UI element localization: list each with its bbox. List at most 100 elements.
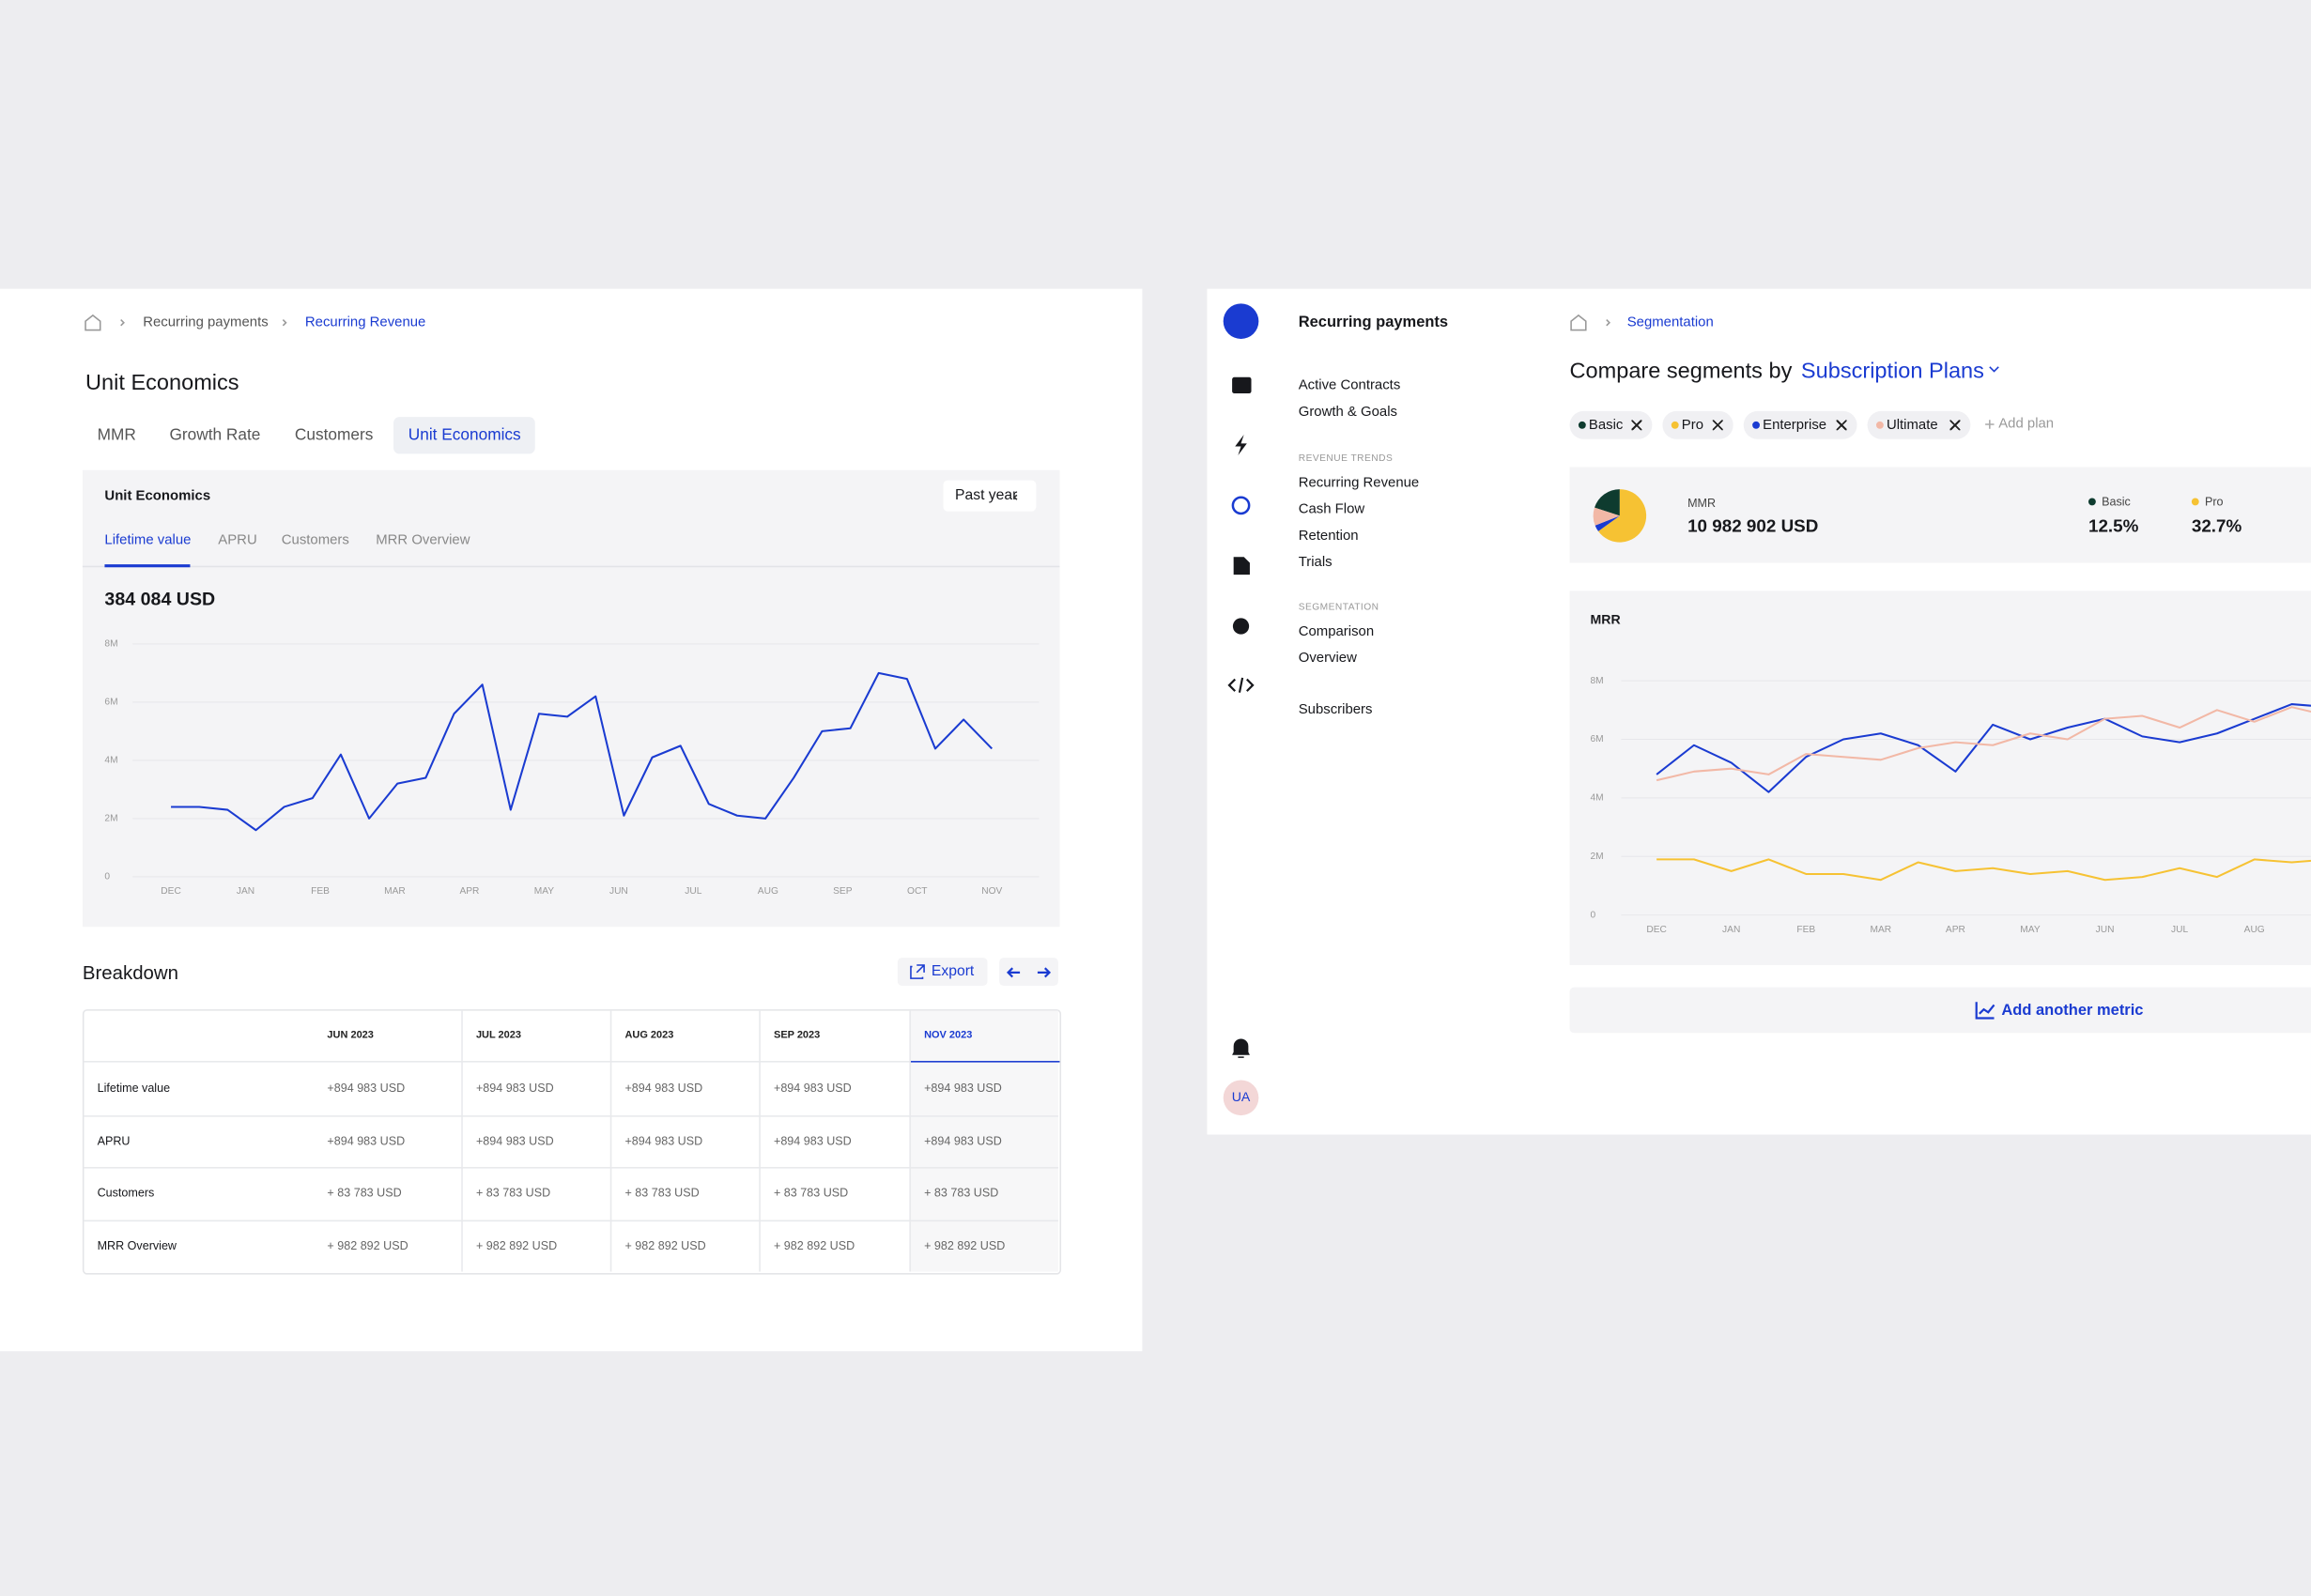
breakdown-title: Breakdown <box>82 961 178 984</box>
stat-value: 12.5% <box>2088 515 2139 537</box>
cell: +894 983 USD <box>327 1082 406 1096</box>
x-tick-label: AUG <box>2244 925 2265 935</box>
tab[interactable]: Customers <box>294 426 374 445</box>
prev-icon[interactable] <box>1006 967 1021 978</box>
cell: + 83 783 USD <box>924 1187 999 1201</box>
chart-card <box>82 469 1060 928</box>
export-label[interactable]: Export <box>931 963 975 980</box>
nav-item[interactable]: Trials <box>1298 554 1333 571</box>
x-tick-label: MAR <box>1871 925 1892 935</box>
selector-caret[interactable] <box>1989 366 1999 373</box>
x-tick-label: MAY <box>534 886 555 897</box>
nav-item[interactable]: Growth & Goals <box>1298 404 1397 421</box>
breadcrumb[interactable]: Recurring payments <box>143 314 269 330</box>
icons <box>85 314 1999 1020</box>
col-line <box>609 1010 612 1272</box>
revenue-icon[interactable] <box>1231 496 1251 515</box>
nav-section: REVENUE TRENDS <box>1298 453 1394 465</box>
tab[interactable]: Growth Rate <box>169 426 261 445</box>
y-tick-label: 4M <box>104 756 117 766</box>
chip-close[interactable] <box>1949 420 1961 431</box>
chip-close[interactable] <box>1631 420 1642 431</box>
selector[interactable]: Subscription Plans <box>1800 359 1984 384</box>
export-icon[interactable] <box>910 964 925 979</box>
stat-name: Basic <box>2102 495 2131 509</box>
row-line <box>84 1114 1058 1117</box>
line-series <box>1656 858 2311 882</box>
cell: Customers <box>97 1187 155 1201</box>
chip-label[interactable]: Pro <box>1681 416 1704 434</box>
period-label[interactable]: Past year <box>955 487 1018 504</box>
home-icon[interactable] <box>85 314 101 331</box>
stat-dot <box>2191 498 2199 506</box>
x-tick-label: OCT <box>907 886 928 897</box>
x-tick-label: JUN <box>609 886 628 897</box>
subtab[interactable]: MRR Overview <box>376 531 470 549</box>
wallet-icon[interactable] <box>1232 376 1252 394</box>
y-tick-label: 6M <box>104 698 117 708</box>
chip-close[interactable] <box>1712 420 1723 431</box>
cell: + 982 892 USD <box>327 1239 408 1253</box>
y-tick-label: 8M <box>1590 676 1603 686</box>
tab[interactable]: MMR <box>97 426 136 445</box>
summary-value: 10 982 902 USD <box>1687 515 1819 537</box>
logo[interactable] <box>1223 303 1259 339</box>
x-tick-label: MAY <box>2020 925 2041 935</box>
cell: +894 983 USD <box>924 1082 1002 1096</box>
column-header: SEP 2023 <box>773 1030 821 1041</box>
column-underline <box>909 1061 1060 1063</box>
add-plan[interactable]: Add plan <box>1998 415 2055 433</box>
divider <box>82 565 1060 568</box>
code-icon[interactable] <box>1227 677 1255 693</box>
chip-close[interactable] <box>1836 420 1847 431</box>
nav-item[interactable]: Active Contracts <box>1298 377 1401 394</box>
gear-icon[interactable] <box>1232 618 1250 635</box>
metric-icon[interactable] <box>1975 1002 1995 1020</box>
x-tick-label: JAN <box>237 886 254 897</box>
tab[interactable]: Unit Economics <box>408 426 521 445</box>
nav-item[interactable]: Cash Flow <box>1298 501 1365 518</box>
nav-item[interactable]: Retention <box>1298 528 1359 545</box>
y-tick-label: 2M <box>1590 852 1603 862</box>
home-icon[interactable] <box>1570 314 1587 331</box>
cell: + 83 783 USD <box>773 1187 849 1201</box>
chip-label[interactable]: Basic <box>1588 416 1624 434</box>
nav-item[interactable]: Subscribers <box>1298 701 1373 718</box>
chip-dot <box>1578 421 1586 429</box>
header-line <box>84 1061 910 1063</box>
line-series <box>171 671 994 832</box>
bolt-icon[interactable] <box>1235 435 1247 455</box>
period-button[interactable] <box>943 480 1037 512</box>
add-metric-label[interactable]: Add another metric <box>2001 1001 2144 1020</box>
x-tick-label: DEC <box>1646 925 1667 935</box>
chip-label[interactable]: Enterprise <box>1763 416 1827 434</box>
pie-slice <box>1595 489 1620 516</box>
row-line <box>84 1167 1058 1170</box>
breadcrumb[interactable]: Segmentation <box>1626 314 1714 330</box>
cell: + 982 892 USD <box>773 1239 855 1253</box>
bell-icon[interactable] <box>1232 1038 1250 1058</box>
breadcrumb[interactable]: Recurring Revenue <box>304 314 426 330</box>
nav-item[interactable]: Recurring Revenue <box>1298 474 1420 492</box>
col-line <box>909 1010 911 1272</box>
plus-icon[interactable] <box>1985 420 1995 429</box>
avatar-initials[interactable]: UA <box>1231 1089 1251 1105</box>
next-icon[interactable] <box>1037 967 1052 978</box>
export-button[interactable] <box>897 958 988 986</box>
subtab[interactable]: Customers <box>281 531 349 549</box>
x-tick-label: NOV <box>981 886 1002 897</box>
nav-item[interactable]: Comparison <box>1298 623 1375 640</box>
line-series <box>1656 706 2311 782</box>
nav-item[interactable]: Overview <box>1298 650 1357 667</box>
avatar[interactable] <box>1223 1080 1259 1116</box>
add-metric-button[interactable] <box>1569 987 2311 1034</box>
column-header: JUL 2023 <box>475 1030 522 1041</box>
y-tick-label: 0 <box>104 872 110 882</box>
chip-label[interactable]: Ultimate <box>1886 416 1938 434</box>
doc-icon[interactable] <box>1233 557 1250 575</box>
subtab[interactable]: Lifetime value <box>104 531 192 549</box>
y-tick-label: 0 <box>1590 910 1595 920</box>
subtab[interactable]: APRU <box>218 531 257 549</box>
